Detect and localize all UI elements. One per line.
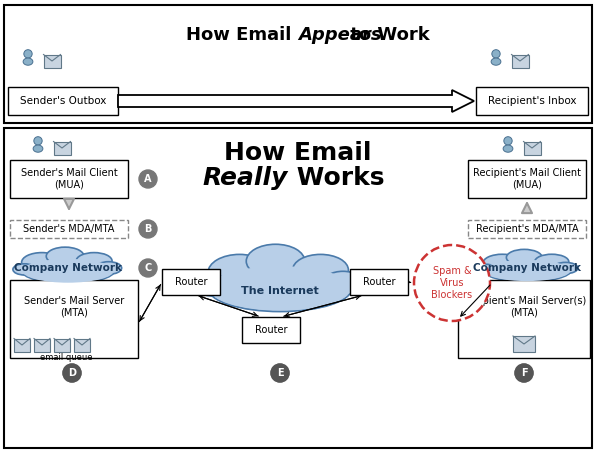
Text: Spam &
Virus
Blockers: Spam & Virus Blockers bbox=[432, 266, 473, 299]
Circle shape bbox=[34, 137, 42, 145]
FancyBboxPatch shape bbox=[513, 336, 535, 352]
FancyBboxPatch shape bbox=[511, 54, 529, 67]
Ellipse shape bbox=[21, 253, 62, 272]
Ellipse shape bbox=[194, 275, 231, 296]
Circle shape bbox=[414, 245, 490, 321]
Ellipse shape bbox=[21, 258, 114, 284]
FancyBboxPatch shape bbox=[458, 280, 590, 358]
Text: Appears: Appears bbox=[298, 26, 381, 44]
Ellipse shape bbox=[209, 266, 351, 310]
Text: email queue: email queue bbox=[40, 352, 92, 361]
FancyBboxPatch shape bbox=[8, 87, 118, 115]
Text: A: A bbox=[144, 174, 152, 184]
Text: E: E bbox=[277, 368, 283, 378]
Ellipse shape bbox=[95, 262, 122, 275]
Ellipse shape bbox=[491, 58, 501, 65]
Circle shape bbox=[504, 137, 512, 145]
Circle shape bbox=[24, 50, 32, 58]
Text: D: D bbox=[68, 368, 76, 378]
Ellipse shape bbox=[76, 253, 112, 270]
FancyBboxPatch shape bbox=[14, 338, 30, 352]
Circle shape bbox=[139, 170, 157, 188]
FancyBboxPatch shape bbox=[468, 220, 586, 238]
Ellipse shape bbox=[33, 145, 43, 152]
Ellipse shape bbox=[13, 264, 36, 275]
Text: D: D bbox=[67, 366, 77, 380]
Text: Router: Router bbox=[175, 277, 207, 287]
Ellipse shape bbox=[503, 145, 513, 152]
Text: Recipient's MDA/MTA: Recipient's MDA/MTA bbox=[476, 224, 578, 234]
Ellipse shape bbox=[535, 254, 569, 269]
Ellipse shape bbox=[293, 255, 349, 285]
Circle shape bbox=[492, 50, 500, 58]
FancyBboxPatch shape bbox=[476, 87, 588, 115]
FancyBboxPatch shape bbox=[54, 338, 70, 352]
Ellipse shape bbox=[483, 260, 570, 281]
FancyBboxPatch shape bbox=[10, 280, 138, 358]
Ellipse shape bbox=[475, 264, 496, 274]
FancyBboxPatch shape bbox=[468, 160, 586, 198]
Circle shape bbox=[515, 364, 533, 382]
Text: Recipient's Mail Client
(MUA): Recipient's Mail Client (MUA) bbox=[473, 168, 581, 190]
FancyBboxPatch shape bbox=[523, 141, 541, 154]
FancyBboxPatch shape bbox=[4, 5, 592, 123]
Ellipse shape bbox=[208, 265, 352, 312]
FancyBboxPatch shape bbox=[34, 338, 50, 352]
Text: Recipient's Inbox: Recipient's Inbox bbox=[488, 96, 576, 106]
FancyBboxPatch shape bbox=[54, 141, 70, 154]
Circle shape bbox=[139, 220, 157, 238]
FancyBboxPatch shape bbox=[74, 338, 90, 352]
Text: C: C bbox=[144, 263, 151, 273]
FancyBboxPatch shape bbox=[162, 269, 220, 295]
Text: Sender's Mail Client
(MUA): Sender's Mail Client (MUA) bbox=[21, 168, 117, 190]
Text: Really: Really bbox=[203, 166, 288, 190]
FancyBboxPatch shape bbox=[44, 54, 61, 67]
Text: Sender's MDA/MTA: Sender's MDA/MTA bbox=[23, 224, 114, 234]
FancyBboxPatch shape bbox=[350, 269, 408, 295]
Ellipse shape bbox=[483, 254, 522, 272]
Text: Recipient's Mail Server(s)
(MTA): Recipient's Mail Server(s) (MTA) bbox=[462, 296, 586, 318]
Text: F: F bbox=[521, 368, 527, 378]
Circle shape bbox=[139, 259, 157, 277]
Text: Company Network: Company Network bbox=[473, 263, 581, 273]
Circle shape bbox=[63, 364, 81, 382]
FancyBboxPatch shape bbox=[4, 128, 592, 448]
FancyBboxPatch shape bbox=[242, 317, 300, 343]
Ellipse shape bbox=[553, 262, 578, 274]
Ellipse shape bbox=[46, 247, 84, 265]
Text: The Internet: The Internet bbox=[241, 286, 319, 296]
Text: How Email: How Email bbox=[224, 141, 372, 165]
FancyBboxPatch shape bbox=[10, 160, 128, 198]
Text: F: F bbox=[520, 366, 528, 380]
Ellipse shape bbox=[507, 249, 542, 265]
Text: E: E bbox=[276, 366, 284, 380]
Text: Company Network: Company Network bbox=[14, 263, 122, 273]
Ellipse shape bbox=[323, 271, 363, 295]
Text: to Work: to Work bbox=[344, 26, 430, 44]
Ellipse shape bbox=[483, 259, 571, 282]
Ellipse shape bbox=[246, 244, 305, 278]
Ellipse shape bbox=[208, 255, 271, 291]
Text: Sender's Outbox: Sender's Outbox bbox=[20, 96, 106, 106]
Text: Router: Router bbox=[363, 277, 395, 287]
Text: How Email: How Email bbox=[187, 26, 298, 44]
Polygon shape bbox=[118, 90, 474, 112]
Text: B: B bbox=[144, 224, 152, 234]
Text: Works: Works bbox=[288, 166, 384, 190]
Ellipse shape bbox=[23, 58, 33, 65]
Circle shape bbox=[271, 364, 289, 382]
Ellipse shape bbox=[22, 259, 114, 283]
Text: Sender's Mail Server
(MTA): Sender's Mail Server (MTA) bbox=[24, 296, 124, 318]
FancyBboxPatch shape bbox=[10, 220, 128, 238]
Text: Router: Router bbox=[254, 325, 287, 335]
